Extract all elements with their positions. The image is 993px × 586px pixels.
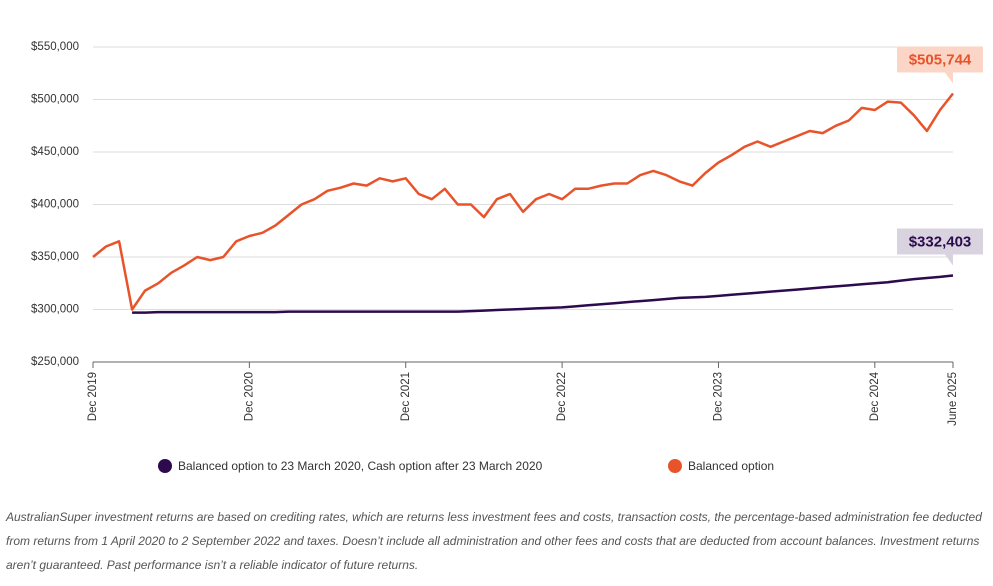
x-tick-label: Dec 2023 bbox=[712, 372, 724, 421]
x-tick-label: Dec 2024 bbox=[869, 371, 881, 421]
value-label-pointer bbox=[945, 254, 953, 266]
y-tick-label: $500,000 bbox=[31, 94, 79, 106]
value-label: $505,744 bbox=[909, 51, 972, 68]
value-label: $332,403 bbox=[909, 233, 972, 250]
y-tick-label: $350,000 bbox=[31, 251, 79, 263]
x-tick-label: Dec 2020 bbox=[243, 372, 255, 421]
x-tick-label: Dec 2021 bbox=[400, 372, 412, 421]
value-label-box bbox=[897, 228, 983, 255]
legend-marker bbox=[668, 459, 682, 473]
x-tick-label: June 2025 bbox=[947, 372, 959, 426]
legend-label: Balanced option to 23 March 2020, Cash o… bbox=[178, 459, 543, 473]
chart: $250,000 $300,000 $350,000 $400,000 $450,000… bbox=[31, 41, 983, 473]
value-label-box bbox=[897, 46, 983, 73]
legend-label: Balanced option bbox=[688, 459, 774, 473]
value-label-pointer bbox=[945, 72, 953, 84]
y-tick-label: $250,000 bbox=[31, 356, 79, 368]
x-tick-label: Dec 2019 bbox=[87, 372, 99, 421]
legend-marker bbox=[158, 459, 172, 473]
series-line bbox=[132, 274, 954, 314]
x-tick-label: Dec 2022 bbox=[556, 372, 568, 421]
series-line bbox=[92, 92, 954, 311]
y-tick-label: $400,000 bbox=[31, 199, 79, 211]
y-tick-label: $300,000 bbox=[31, 304, 79, 316]
y-tick-label: $550,000 bbox=[31, 41, 79, 53]
y-tick-label: $450,000 bbox=[31, 146, 79, 158]
footnote: AustralianSuper investment returns are b… bbox=[6, 510, 982, 572]
